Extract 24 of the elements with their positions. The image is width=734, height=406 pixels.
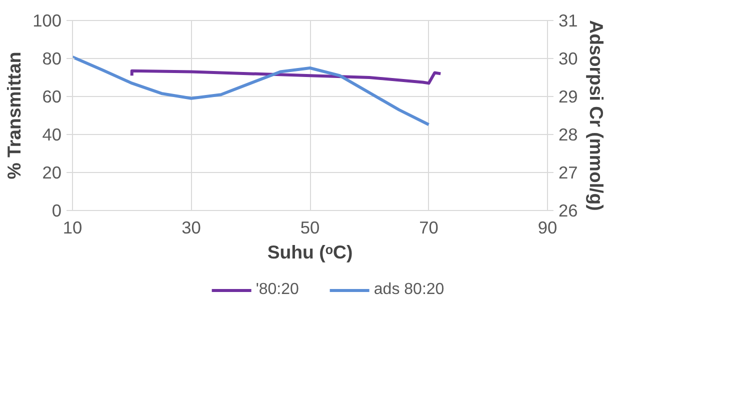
line-series <box>72 55 430 126</box>
y-tick-label: 20 <box>42 162 62 182</box>
x-tick-label: 50 <box>300 218 320 238</box>
legend-label: ads 80:20 <box>374 281 444 299</box>
x-tick-label: 30 <box>182 218 201 238</box>
x-tick-label: 90 <box>538 218 558 238</box>
y-tick-label: 40 <box>42 124 62 144</box>
line-series <box>130 69 442 85</box>
y-tick-label: 0 <box>52 200 62 220</box>
legend-label: '80:20 <box>256 281 299 299</box>
y-tick-label: 100 <box>32 10 62 30</box>
x-tick-label: 70 <box>419 218 438 238</box>
y2-axis-title: Adsorpsi Cr (mmol/g) <box>586 20 607 211</box>
x-axis-title: Suhu (ᵒC) <box>267 242 353 262</box>
x-tick-label: 10 <box>62 218 82 238</box>
y2-tick-label: 29 <box>558 86 578 106</box>
y2-tick-label: 26 <box>558 200 578 220</box>
y2-tick-label: 31 <box>558 10 578 30</box>
y-axis-title: % Transmittan <box>4 52 25 180</box>
y2-tick-label: 27 <box>558 162 578 182</box>
y-tick-label: 60 <box>42 86 62 106</box>
y-tick-label: 80 <box>42 48 62 68</box>
y2-tick-label: 30 <box>558 48 578 68</box>
y2-tick-label: 28 <box>558 124 578 144</box>
